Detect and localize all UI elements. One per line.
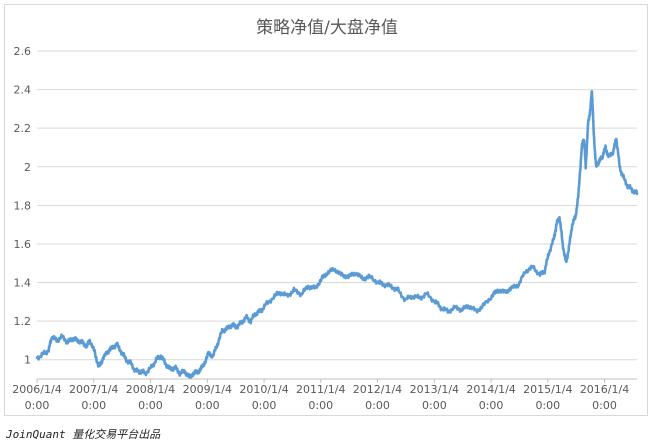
x-tick-label-date: 2007/1/4 — [69, 383, 118, 396]
series-line — [35, 90, 639, 379]
x-tick-label-date: 2013/1/4 — [410, 383, 459, 396]
x-tick-label-date: 2010/1/4 — [239, 383, 288, 396]
x-tick-label-date: 2006/1/4 — [12, 383, 61, 396]
credit-cjk: 量化交易平台出品 — [72, 428, 161, 441]
x-tick-label-time: 0:00 — [365, 399, 390, 412]
x-tick-label-time: 0:00 — [592, 399, 617, 412]
y-tick-label: 1 — [24, 354, 31, 367]
x-tick-label-date: 2014/1/4 — [466, 383, 515, 396]
x-tick-label-time: 0:00 — [308, 399, 333, 412]
y-tick-label: 1.8 — [14, 199, 32, 212]
x-tick-label-date: 2012/1/4 — [353, 383, 402, 396]
y-tick-label: 1.4 — [14, 277, 32, 290]
y-tick-label: 1.2 — [14, 315, 32, 328]
x-tick-label-date: 2016/1/4 — [580, 383, 629, 396]
footer-credit: JoinQuant 量化交易平台出品 — [6, 426, 160, 442]
y-tick-label: 2.4 — [14, 84, 32, 97]
x-tick-label-date: 2008/1/4 — [126, 383, 175, 396]
y-tick-label: 1.6 — [14, 238, 32, 251]
x-tick-label-time: 0:00 — [25, 399, 50, 412]
x-tick-label-time: 0:00 — [138, 399, 163, 412]
x-tick-label-time: 0:00 — [535, 399, 560, 412]
x-tick-label-time: 0:00 — [81, 399, 106, 412]
x-tick-label-date: 2015/1/4 — [523, 383, 572, 396]
x-tick-label-time: 0:00 — [195, 399, 220, 412]
x-tick-label-date: 2009/1/4 — [183, 383, 232, 396]
x-tick-label-time: 0:00 — [252, 399, 277, 412]
x-tick-label-time: 0:00 — [479, 399, 504, 412]
y-tick-label: 2.6 — [14, 45, 32, 58]
line-chart: 1 1.2 1.4 1.6 1.8 2 2.2 2.4 2.6 2006/1/4 0:00 2007/… — [12, 45, 639, 412]
y-tick-label: 2.2 — [14, 122, 32, 135]
credit-brand: JoinQuant — [6, 428, 66, 441]
x-tick-label-date: 2011/1/4 — [296, 383, 345, 396]
chart-title: 策略净值/大盘净值 — [256, 18, 398, 38]
chart-frame: 策略净值/大盘净值 1 1.2 1.4 1.6 1.8 2 2.2 2.4 2.6 2006/1/… — [4, 4, 648, 416]
y-tick-label: 2 — [24, 161, 31, 174]
x-tick-label-time: 0:00 — [422, 399, 447, 412]
